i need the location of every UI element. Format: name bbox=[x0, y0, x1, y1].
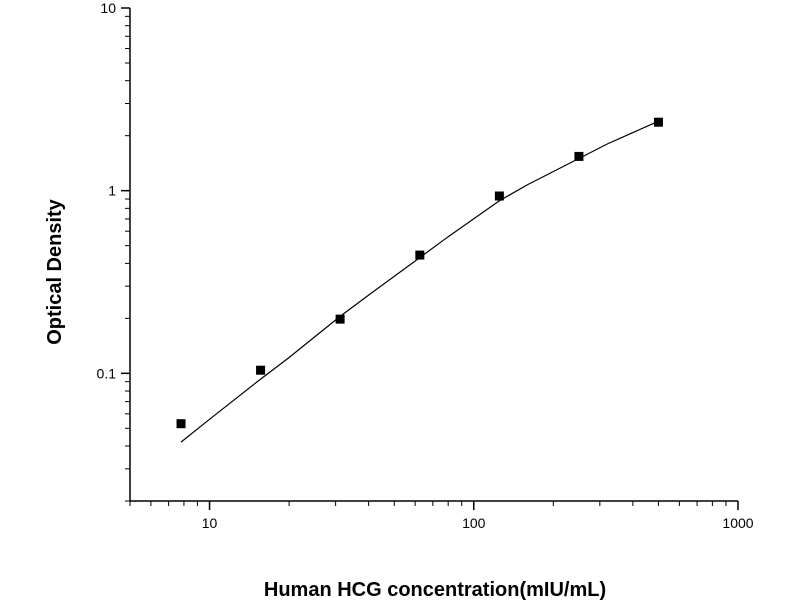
y-tick-label: 1 bbox=[108, 183, 116, 199]
data-point bbox=[653, 117, 663, 127]
x-tick-label: 100 bbox=[462, 515, 486, 531]
data-point bbox=[574, 151, 584, 161]
x-tick-label: 1000 bbox=[722, 515, 753, 531]
fitted-curve-layer bbox=[180, 120, 659, 443]
data-point bbox=[256, 365, 266, 375]
data-point bbox=[415, 250, 425, 260]
ticks: 10 100 1000 0.1 1 10 bbox=[97, 0, 754, 531]
data-point bbox=[335, 314, 345, 324]
y-tick-label: 10 bbox=[100, 0, 116, 16]
data-point bbox=[176, 419, 186, 429]
data-point bbox=[494, 191, 504, 201]
x-tick-label: 10 bbox=[202, 515, 218, 531]
y-axis-title: Optical Density bbox=[44, 198, 66, 344]
y-tick-label: 0.1 bbox=[97, 365, 117, 381]
x-axis-title: Human HCG concentration(mIU/mL) bbox=[264, 579, 606, 600]
data-points-layer bbox=[176, 117, 663, 429]
axes bbox=[129, 8, 738, 502]
fitted-curve bbox=[180, 120, 659, 443]
